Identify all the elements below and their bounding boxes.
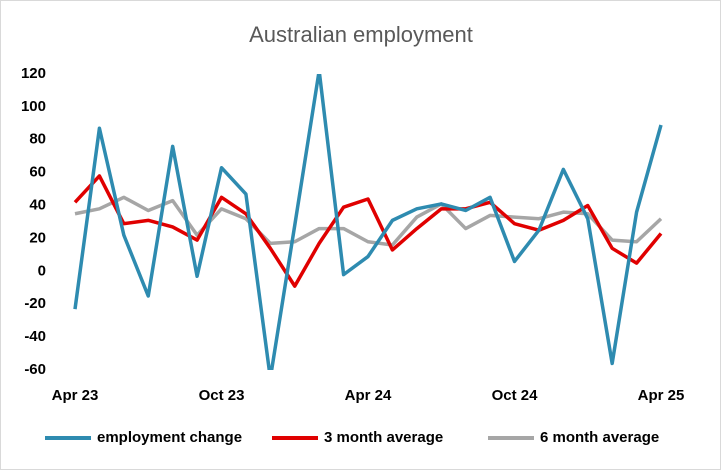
x-tick-label: Apr 23 [52,387,99,404]
y-tick-label: 60 [29,164,46,181]
plot-area [73,74,663,370]
x-tick-label: Oct 23 [199,387,245,404]
y-tick-label: 80 [29,131,46,148]
x-tick-label: Apr 25 [638,387,685,404]
chart-title: Australian employment [249,22,473,47]
legend-label: 3 month average [324,429,443,446]
y-tick-label: 40 [29,197,46,214]
y-tick-label: 120 [21,65,46,82]
series-line [73,74,663,370]
y-tick-label: -40 [24,328,46,345]
y-tick-label: 100 [21,98,46,115]
y-tick-label: -60 [24,361,46,378]
legend-label: employment change [97,429,242,446]
y-tick-label: 20 [29,229,46,246]
series-line [73,174,663,288]
x-tick-label: Apr 24 [345,387,392,404]
x-tick-label: Oct 24 [492,387,539,404]
y-tick-label: -20 [24,295,46,312]
series-line [74,195,663,247]
legend-label: 6 month average [540,429,659,446]
y-tick-label: 0 [38,262,46,279]
